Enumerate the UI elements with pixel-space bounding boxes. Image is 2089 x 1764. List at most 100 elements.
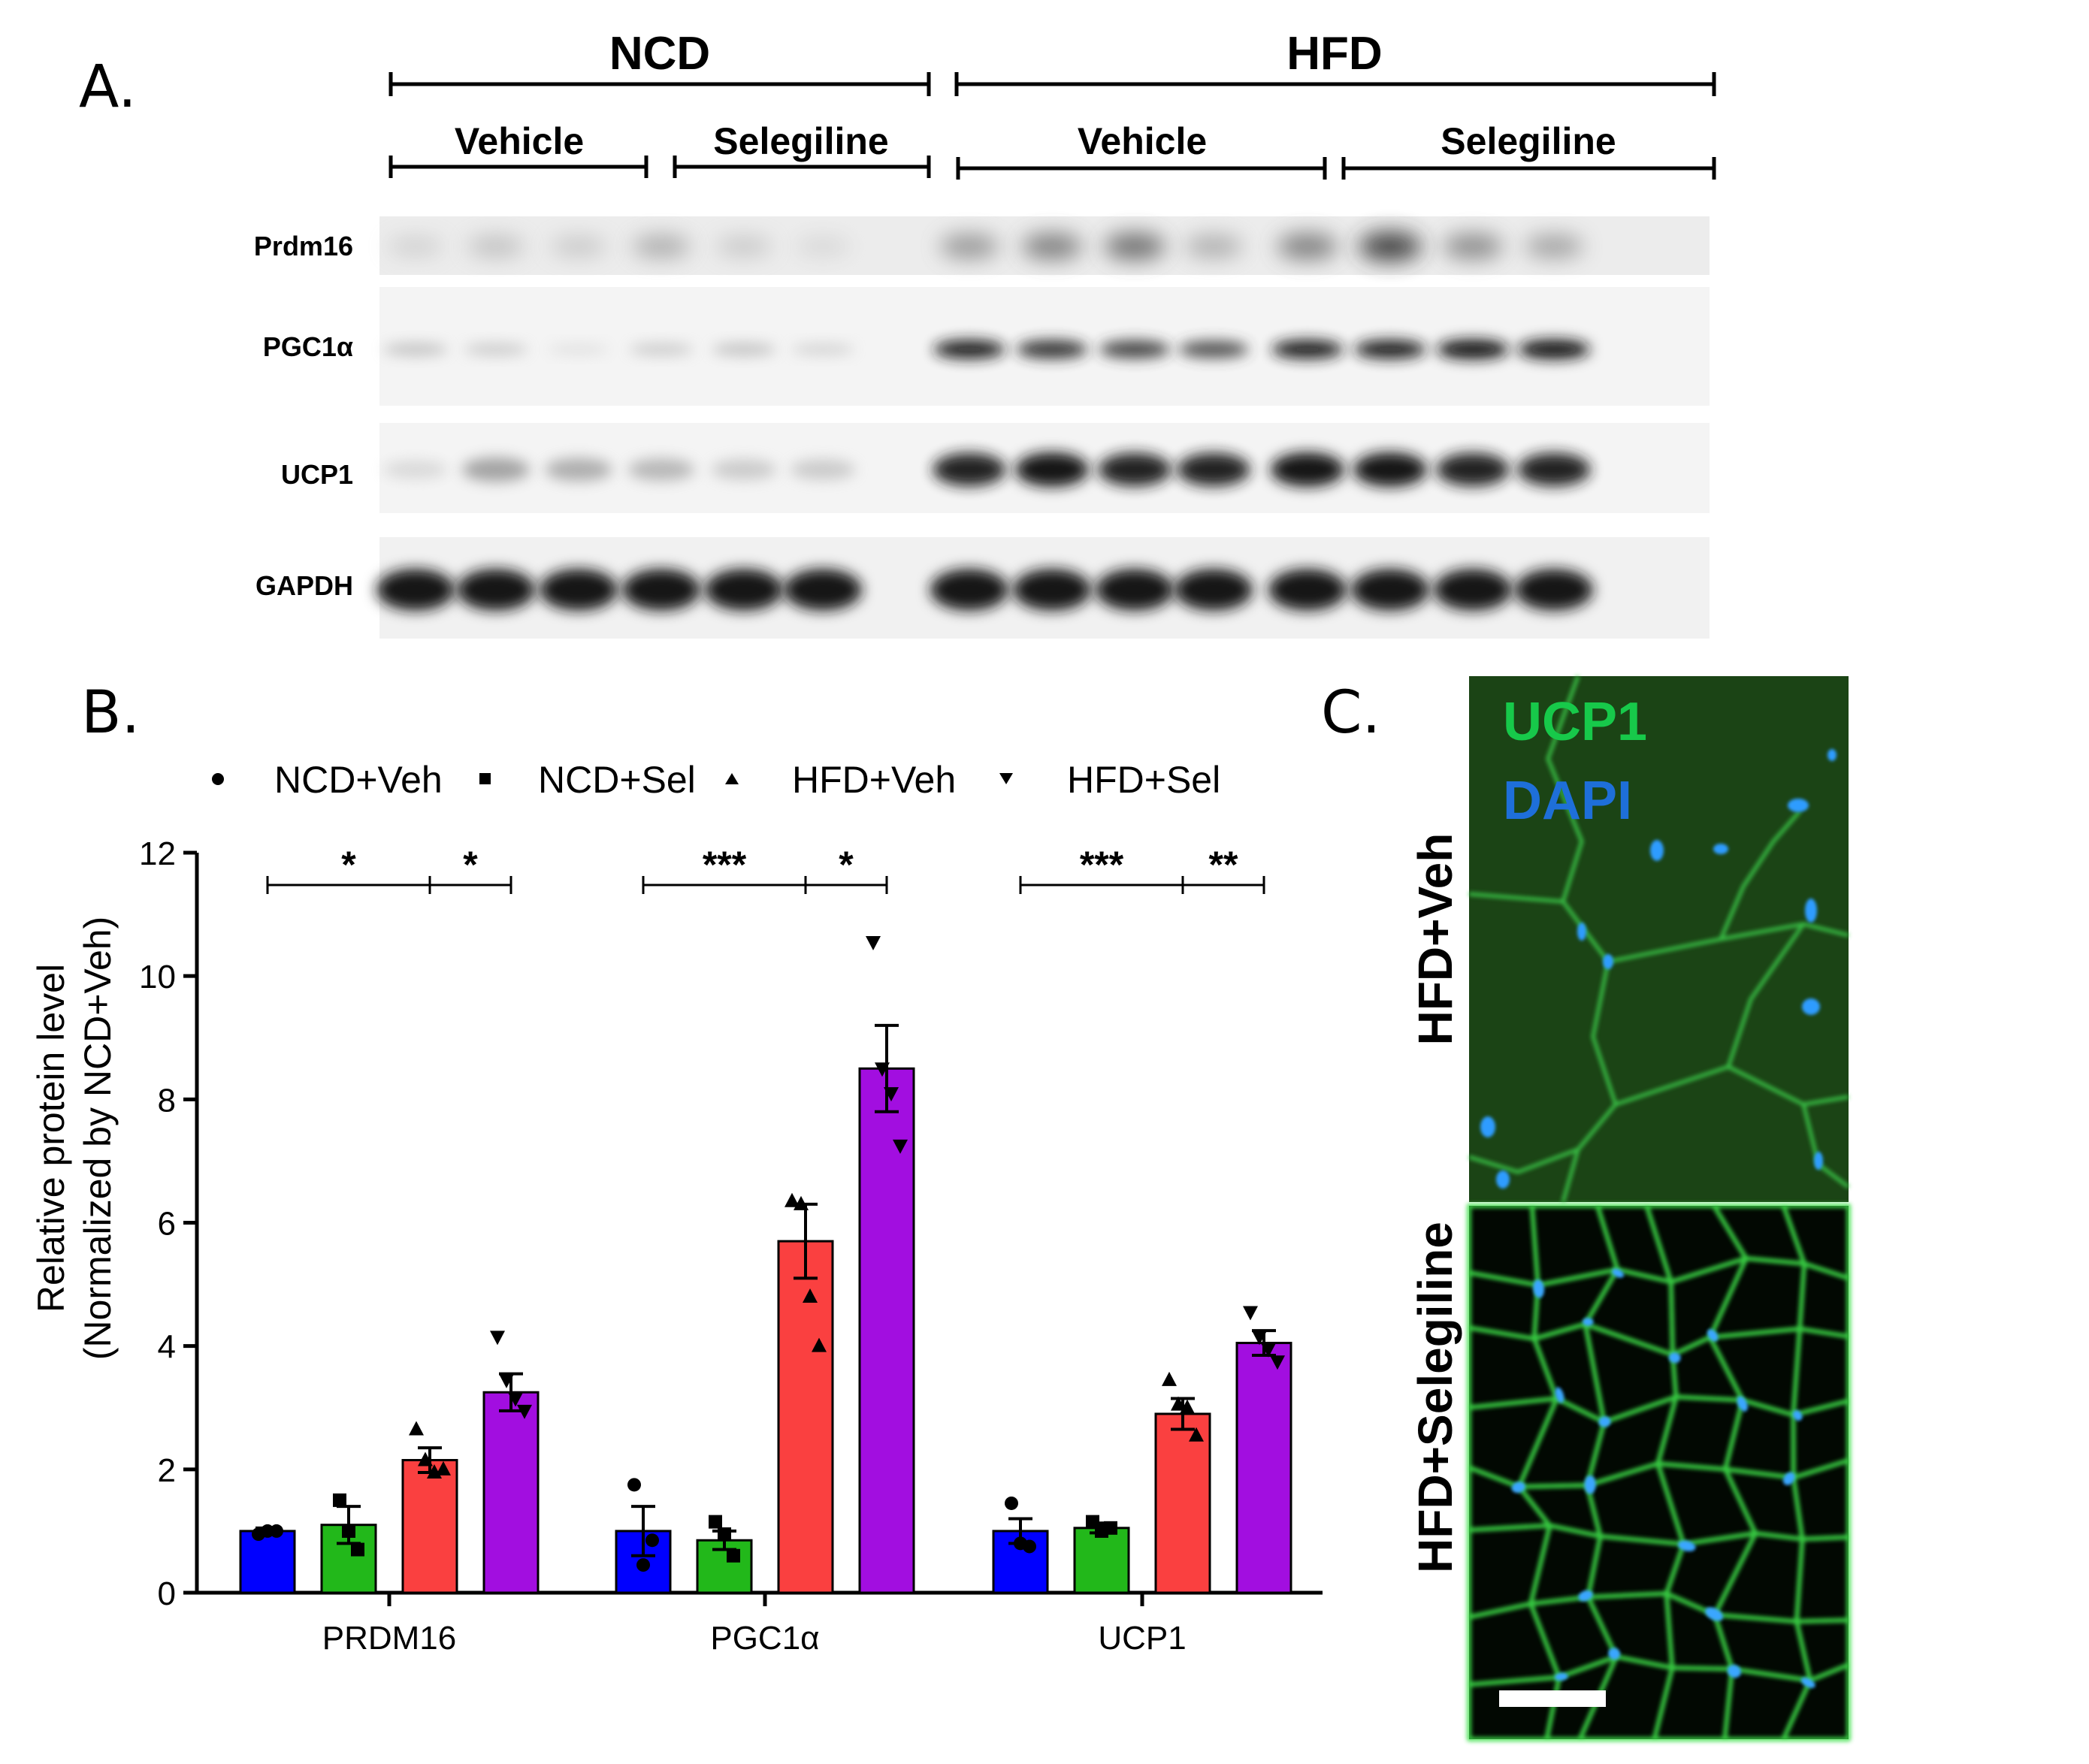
nucleus	[1737, 1396, 1748, 1412]
group-label-hfd: HFD	[1286, 28, 1382, 80]
nucleus	[1707, 1329, 1719, 1342]
bar	[1073, 1527, 1130, 1594]
data-point	[636, 1558, 650, 1572]
chart-bars	[239, 1023, 1292, 1594]
nucleus	[1511, 1482, 1525, 1494]
panel-b-letter: B.	[81, 679, 140, 747]
legend-marker-triangle-up	[725, 773, 739, 784]
y-axis-label: Relative protein level (Normalized by NC…	[30, 917, 119, 1360]
blot-band	[627, 458, 695, 481]
nucleus	[1578, 1590, 1593, 1602]
microscopy-panel: C.	[1321, 675, 1851, 1741]
bar	[239, 1530, 296, 1594]
nucleus	[1533, 1279, 1545, 1298]
data-point	[351, 1542, 364, 1557]
y-tick-label: 8	[158, 1082, 176, 1119]
blot-label-prdm16: Prdm16	[254, 231, 353, 261]
blot-band	[632, 235, 691, 258]
data-point	[1243, 1306, 1258, 1321]
blot-band	[711, 459, 777, 480]
nuclei-top	[1480, 749, 1837, 1189]
cell-outline	[1781, 1662, 1851, 1741]
blot-band	[1518, 339, 1590, 360]
bar	[401, 1459, 458, 1594]
data-point	[517, 1404, 532, 1419]
blot-band	[464, 343, 528, 355]
panel-c-letter: C.	[1321, 679, 1380, 747]
blot-strip-ucp1	[379, 423, 1710, 513]
significance-label: *	[839, 844, 854, 886]
blot-band	[1099, 340, 1170, 359]
nucleus	[1668, 1352, 1681, 1364]
nucleus	[1555, 1387, 1564, 1403]
blot-band	[1015, 452, 1089, 487]
blot-band	[1443, 234, 1503, 259]
data-point	[418, 1451, 433, 1466]
blot-band	[1178, 340, 1249, 358]
data-point	[785, 1192, 800, 1207]
data-point	[875, 1062, 890, 1077]
micrograph-hfd-veh: UCP1 DAPI	[1468, 675, 1850, 1203]
blot-label-pgc1a: PGC1α	[263, 331, 353, 362]
data-point	[1171, 1396, 1186, 1411]
stain-label-dapi: DAPI	[1503, 771, 1632, 831]
blot-band	[1436, 452, 1510, 487]
data-point	[884, 1087, 899, 1102]
bar	[1235, 1342, 1292, 1594]
chart-axes: 0 2 4 6 8 10 12 PRDM16 PGC1α UCP1	[139, 835, 1323, 1657]
blot-band	[622, 569, 700, 611]
blot-band	[467, 236, 525, 257]
data-point	[1104, 1521, 1117, 1535]
blot-band	[1021, 233, 1083, 260]
data-point	[645, 1533, 659, 1548]
treatment-label-ncd-selegiline: Selegiline	[713, 120, 888, 162]
blot-band	[457, 569, 535, 611]
group-label-ncd: NCD	[609, 28, 710, 80]
data-point	[1023, 1539, 1036, 1554]
blot-band	[1359, 231, 1422, 261]
blot-band	[1277, 233, 1338, 260]
blot-band	[715, 237, 772, 256]
nucleus	[1792, 1410, 1803, 1421]
blot-band	[1515, 569, 1593, 611]
treatment-brackets	[388, 156, 1716, 180]
nucleus	[1782, 1472, 1795, 1485]
image-label-hfd-veh: HFD+Veh	[1408, 833, 1462, 1046]
y-tick-label: 6	[158, 1206, 176, 1243]
treatment-label-hfd-selegiline: Selegiline	[1441, 120, 1616, 162]
treatment-label-hfd-vehicle: Vehicle	[1078, 120, 1207, 162]
data-point	[1252, 1331, 1267, 1346]
blot-band	[1434, 569, 1512, 611]
blot-band	[462, 457, 530, 482]
scale-bar	[1499, 1690, 1606, 1707]
blot-band	[383, 460, 448, 479]
data-point	[866, 936, 881, 951]
bar	[1154, 1412, 1211, 1594]
data-point	[709, 1515, 722, 1529]
blot-band	[1268, 569, 1347, 611]
data-point	[499, 1373, 514, 1388]
bar	[482, 1391, 540, 1594]
y-tick-label: 12	[139, 835, 176, 872]
significance-label: *	[341, 844, 356, 886]
data-point	[490, 1331, 505, 1346]
data-point	[508, 1392, 523, 1407]
legend-marker-square	[479, 773, 491, 784]
y-tick-label: 10	[139, 959, 176, 995]
micrograph-hfd-selegiline	[1467, 1204, 1851, 1741]
x-tick-label: PGC1α	[710, 1620, 819, 1657]
blot-band	[547, 344, 610, 355]
stain-label-ucp1: UCP1	[1503, 692, 1647, 752]
legend-marker-triangle-down	[999, 773, 1013, 784]
data-point	[409, 1421, 424, 1436]
blot-band	[712, 343, 776, 356]
nucleus	[1678, 1540, 1696, 1551]
blot-band	[1016, 340, 1088, 359]
nuclei-bottom	[1511, 1268, 1815, 1688]
y-tick-label: 0	[158, 1575, 176, 1612]
blot-strip-gapdh	[376, 537, 1710, 639]
data-point	[342, 1524, 355, 1538]
data-point	[333, 1493, 346, 1507]
y-axis-label-line1: Relative protein level	[30, 964, 72, 1312]
data-point	[718, 1527, 731, 1542]
